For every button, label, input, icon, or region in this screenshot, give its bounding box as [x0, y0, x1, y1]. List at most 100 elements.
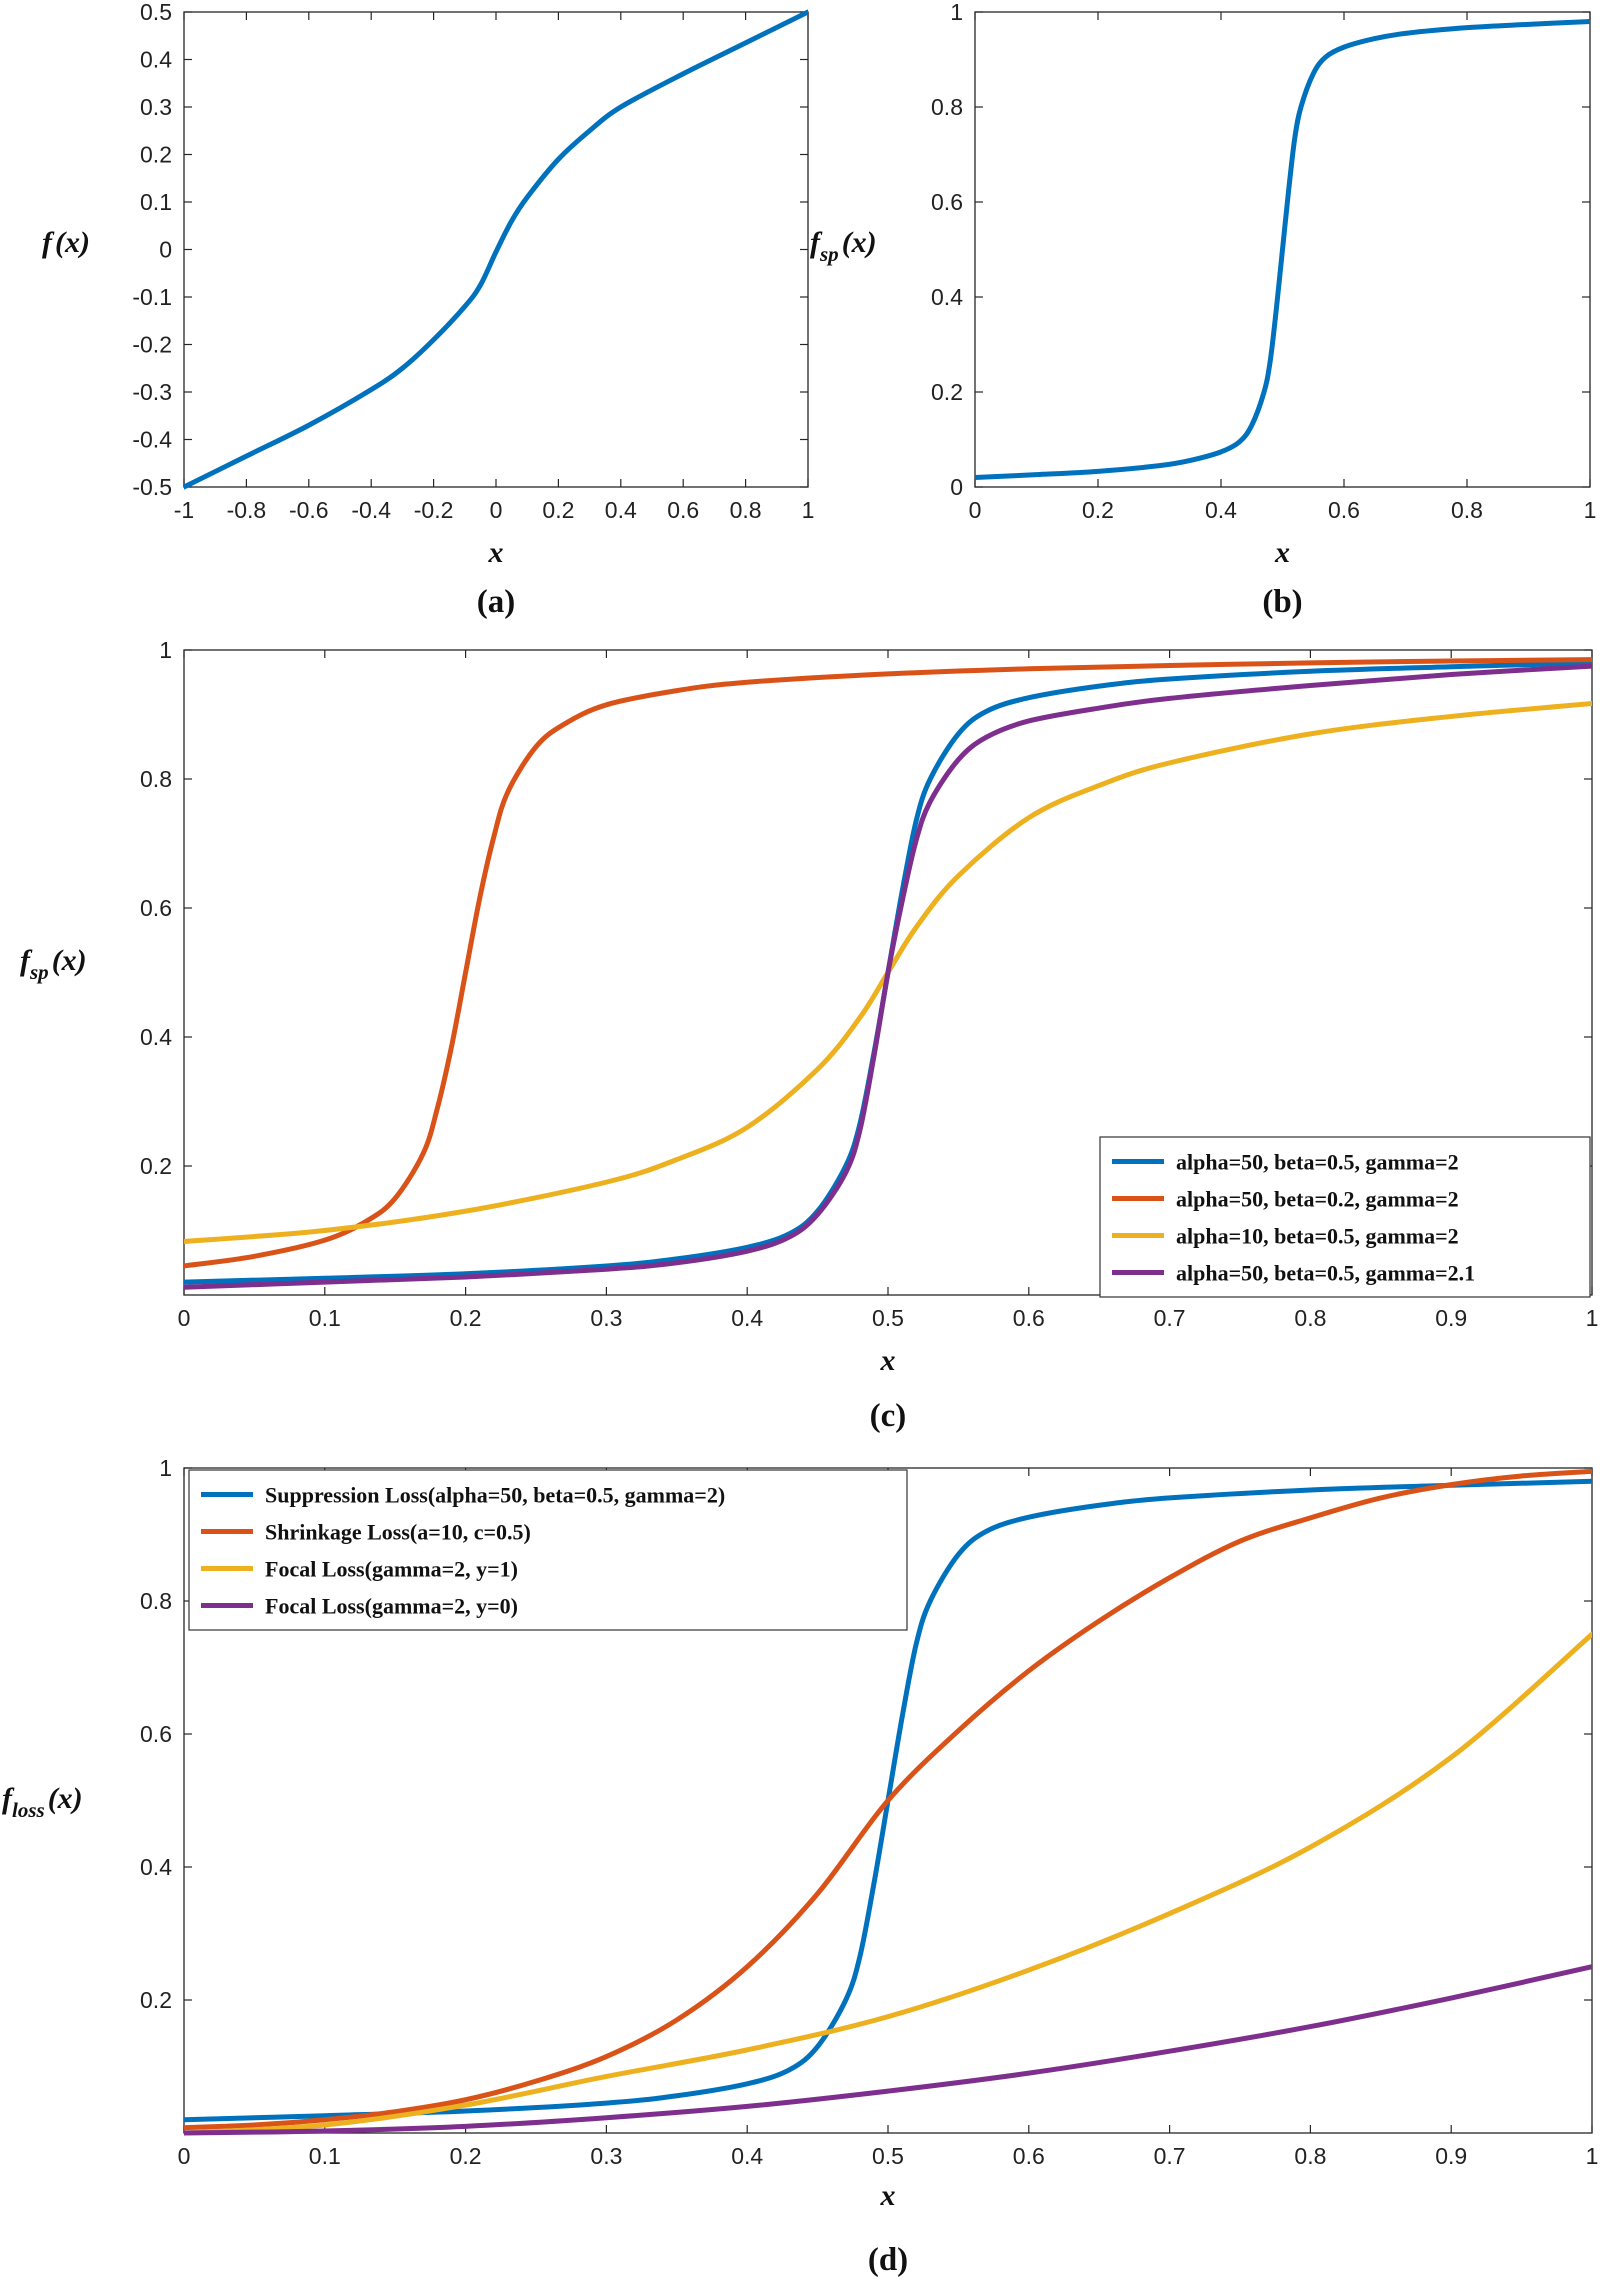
y-label-subscript: loss	[12, 1798, 45, 1822]
chart-d: 0 0.1 0.2 0.3 0.4 0.5 0.6 0.7 0.8 0.9 1 0.2 0.4 0.6 0.…	[2, 1455, 1598, 2278]
x-tick-label: -0.6	[289, 497, 329, 523]
y-axis-label: floss (x)	[2, 1782, 83, 1822]
panel-caption: (c)	[870, 1398, 907, 1434]
x-tick-label: 0.4	[731, 1305, 763, 1331]
y-tick-label: 0.8	[140, 1588, 172, 1614]
y-tick-label: 0.4	[140, 1854, 172, 1880]
x-tick-label: 1	[802, 497, 815, 523]
y-tick-label: 0.3	[140, 94, 172, 120]
x-tick-label: 0.8	[730, 497, 762, 523]
x-tick-label: -0.4	[351, 497, 391, 523]
x-tick-label: 0.6	[1328, 497, 1360, 523]
y-label-main: f	[42, 226, 55, 259]
y-tick-label: 0.2	[140, 142, 172, 168]
x-tick-label: 0.2	[450, 1305, 482, 1331]
x-tick-label: 0.3	[590, 1305, 622, 1331]
x-tick-label: 0.6	[667, 497, 699, 523]
y-tick-label: 0.5	[140, 0, 172, 25]
x-tick-label: 0.1	[309, 2143, 341, 2169]
series-line-4	[184, 1964, 1592, 2136]
legend-entry: alpha=10, beta=0.5, gamma=2	[1176, 1224, 1459, 1249]
y-tick-label: -0.4	[132, 427, 172, 453]
series-line-1	[184, 9, 808, 490]
y-label-subscript: sp	[819, 242, 839, 266]
panel-caption: (a)	[477, 584, 515, 620]
y-tick-label: -0.3	[132, 379, 172, 405]
legend: alpha=50, beta=0.5, gamma=2 alpha=50, bet…	[1099, 1136, 1591, 1298]
y-tick-label: 0	[159, 237, 172, 263]
x-tick-label: 0.7	[1154, 1305, 1186, 1331]
x-tick-label: 0.4	[605, 497, 637, 523]
x-axis-label: x	[488, 536, 504, 569]
y-label-main: f	[810, 226, 823, 259]
y-label-main: f	[2, 1782, 15, 1815]
y-label-tail: (x)	[842, 226, 877, 259]
x-tick-label: 0.9	[1435, 1305, 1467, 1331]
x-axis-label: x	[1274, 536, 1290, 569]
x-tick-label: 0.2	[1082, 497, 1114, 523]
x-tick-label: 0.2	[542, 497, 574, 523]
x-tick-label: 0.8	[1451, 497, 1483, 523]
x-tick-label: 0.8	[1294, 2143, 1326, 2169]
y-axis-label: fsp (x)	[810, 226, 877, 266]
x-tick-label: 1	[1586, 1305, 1599, 1331]
x-tick-label: -0.8	[227, 497, 267, 523]
x-tick-label: 1	[1586, 2143, 1599, 2169]
y-tick-label: 0.4	[140, 47, 172, 73]
x-tick-label: 0.4	[1205, 497, 1237, 523]
y-tick-label: 0.6	[140, 895, 172, 921]
y-tick-label: -0.1	[132, 284, 172, 310]
x-tick-label: 0	[490, 497, 503, 523]
y-tick-label: 1	[159, 637, 172, 663]
x-tick-label: 0.3	[590, 2143, 622, 2169]
x-tick-label: 1	[1584, 497, 1597, 523]
y-tick-label: 0.6	[931, 189, 963, 215]
y-tick-label: 0.1	[140, 189, 172, 215]
y-label-tail: (x)	[55, 226, 90, 259]
y-tick-label: 0.2	[140, 1153, 172, 1179]
y-tick-label: 1	[159, 1455, 172, 1481]
x-tick-label: 0.6	[1013, 1305, 1045, 1331]
y-tick-label: -0.5	[132, 474, 172, 500]
legend-box	[188, 1469, 908, 1631]
x-tick-label: -0.2	[414, 497, 454, 523]
x-tick-label: 0	[178, 2143, 191, 2169]
series-line-2	[184, 1468, 1592, 2131]
y-axis-label: f (x)	[42, 226, 90, 259]
legend-entry: Focal Loss(gamma=2, y=0)	[265, 1594, 518, 1619]
x-tick-label: 0.1	[309, 1305, 341, 1331]
y-tick-label: 0.8	[140, 766, 172, 792]
x-tick-label: 0.2	[450, 2143, 482, 2169]
x-tick-label: 0.7	[1154, 2143, 1186, 2169]
x-tick-label: 0	[969, 497, 982, 523]
y-tick-label: 0.4	[931, 284, 963, 310]
legend-box	[1099, 1136, 1591, 1298]
y-label-tail: (x)	[52, 944, 87, 977]
y-tick-label: 0.8	[931, 94, 963, 120]
y-tick-label: 0.2	[931, 379, 963, 405]
x-tick-label: 0.9	[1435, 2143, 1467, 2169]
x-tick-label: -1	[174, 497, 194, 523]
chart-a: -1 -0.8 -0.6 -0.4 -0.2 0 0.2 0.4 0.6 0.8 1 -0.5 -0.4…	[42, 0, 814, 620]
panel-caption: (d)	[868, 2242, 908, 2278]
legend-entry: alpha=50, beta=0.5, gamma=2.1	[1176, 1261, 1475, 1286]
y-label-tail: (x)	[48, 1782, 83, 1815]
panel-caption: (b)	[1262, 584, 1302, 620]
series-line-3	[184, 1631, 1592, 2136]
y-tick-label: 0.6	[140, 1721, 172, 1747]
legend: Suppression Loss(alpha=50, beta=0.5, gam…	[188, 1469, 908, 1631]
legend-entry: Shrinkage Loss(a=10, c=0.5)	[265, 1520, 531, 1545]
chart-b: 0 0.2 0.4 0.6 0.8 1 0 0.2 0.4 0.6 0.8 1 x fsp (x) (b)	[810, 0, 1596, 620]
y-tick-label: -0.2	[132, 332, 172, 358]
legend-entry: alpha=50, beta=0.5, gamma=2	[1176, 1150, 1459, 1175]
y-label-subscript: sp	[29, 960, 49, 984]
legend-entry: Suppression Loss(alpha=50, beta=0.5, gam…	[265, 1483, 725, 1508]
x-tick-label: 0.5	[872, 1305, 904, 1331]
x-axis-label: x	[880, 2179, 896, 2212]
series-line-4	[184, 663, 1592, 1290]
series-line-1	[975, 19, 1590, 480]
y-label-main: f	[20, 944, 33, 977]
x-tick-label: 0	[178, 1305, 191, 1331]
x-axis-label: x	[880, 1344, 896, 1377]
